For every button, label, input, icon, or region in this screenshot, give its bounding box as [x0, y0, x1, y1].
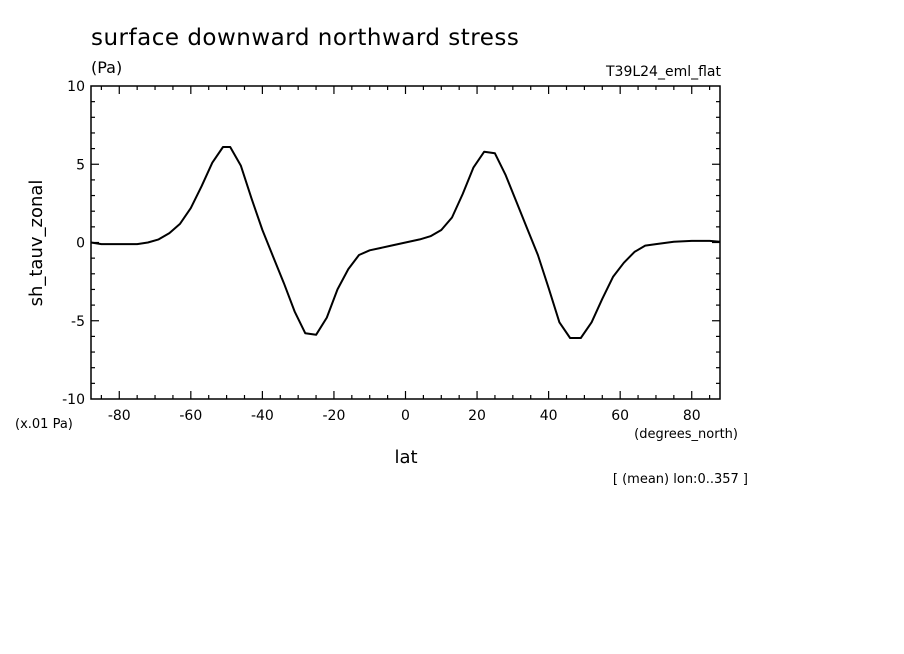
- x-tick-label: 40: [540, 408, 558, 424]
- y-tick-label: -5: [71, 314, 85, 330]
- chart-title: surface downward northward stress: [91, 25, 519, 51]
- x-tick-label: 20: [468, 408, 486, 424]
- x-units-label: (degrees_north): [634, 427, 738, 442]
- x-tick-label: -20: [323, 408, 346, 424]
- series-line: [90, 146, 721, 339]
- run-label: T39L24_eml_flat: [605, 64, 722, 80]
- y-axis-label: sh_tauv_zonal: [26, 180, 47, 307]
- x-tick-label: -60: [179, 408, 202, 424]
- x-tick-label: 80: [683, 408, 701, 424]
- footnote: [ (mean) lon:0..357 ]: [613, 472, 748, 487]
- x-tick-labels: -80 -60 -40 -20 0 20 40 60 80: [108, 408, 701, 424]
- y-tick-label: -10: [62, 392, 85, 408]
- x-tick-label: 60: [611, 408, 629, 424]
- y-tick-labels: 10 5 0 -5 -10: [62, 79, 85, 408]
- x-axis-label: lat: [394, 447, 417, 468]
- y-tick-label: 0: [76, 236, 85, 252]
- y-tick-label: 5: [76, 157, 85, 173]
- x-tick-label: -80: [108, 408, 131, 424]
- x-tick-label: 0: [401, 408, 410, 424]
- units-label: (Pa): [91, 58, 122, 77]
- x-axis-ticks: [100, 86, 711, 399]
- y-tick-label: 10: [67, 79, 85, 95]
- y-axis-ticks: [91, 101, 720, 384]
- y-scale-note: (x.01 Pa): [15, 417, 73, 432]
- x-tick-label: -40: [251, 408, 274, 424]
